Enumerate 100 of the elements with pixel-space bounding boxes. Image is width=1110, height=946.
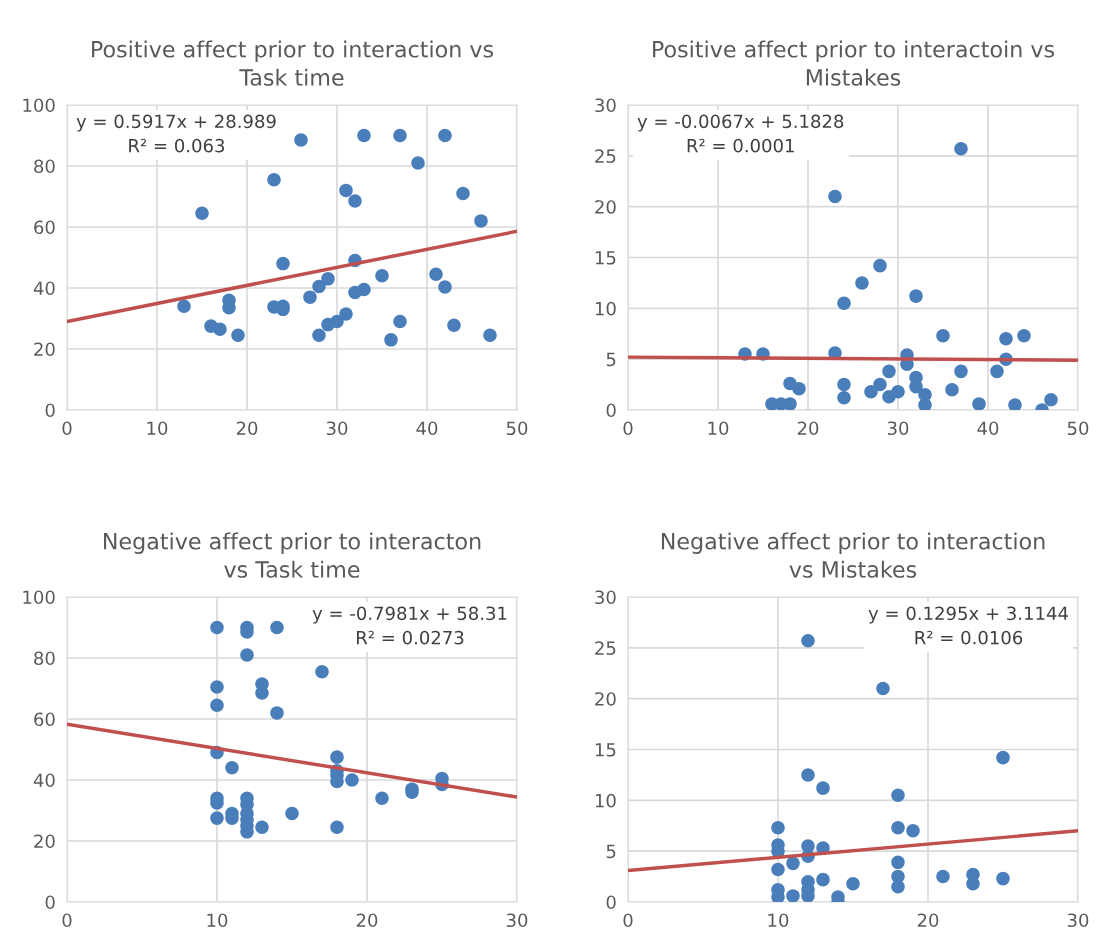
y-tick-label: 100	[23, 590, 55, 605]
chart-title: Positive affect prior to interactoin vs Mistakes	[653, 40, 1055, 86]
point	[303, 290, 317, 304]
point	[816, 781, 830, 795]
chart-title: Negative affect prior to interaction vs Mistakes	[661, 532, 1045, 578]
y-tick-label: 25	[595, 149, 616, 163]
point	[786, 856, 800, 871]
point	[891, 855, 905, 870]
point	[384, 333, 398, 347]
y-tick-label: 10	[595, 301, 616, 316]
y-tick-label: 20	[595, 692, 616, 706]
point	[891, 384, 905, 399]
point	[315, 664, 329, 679]
x-tick-label: 30	[326, 421, 348, 436]
point	[345, 773, 359, 787]
point	[447, 318, 461, 332]
y-tick-label: 5	[606, 844, 616, 859]
point	[1044, 393, 1058, 407]
point	[375, 791, 389, 806]
point	[873, 258, 887, 273]
y-tick-label: 60	[34, 220, 55, 235]
point	[210, 811, 224, 825]
point	[876, 681, 890, 696]
point	[909, 289, 923, 303]
point	[945, 382, 959, 397]
x-tick-label: 10	[207, 913, 228, 928]
x-tick-label: 0	[62, 913, 72, 928]
point	[210, 680, 224, 694]
point	[330, 820, 344, 835]
point	[786, 889, 800, 902]
point	[837, 296, 851, 311]
x-tick-label: 30	[887, 421, 909, 436]
point	[1008, 398, 1022, 410]
x-tick-label: 10	[768, 913, 789, 928]
point	[456, 186, 470, 201]
y-tick-label: 30	[595, 590, 616, 605]
y-tick-label: 15	[595, 743, 616, 757]
point	[783, 397, 797, 410]
annotation: y = 0.5917x + 28.989 R² = 0.063	[76, 114, 276, 153]
point	[255, 686, 269, 700]
point	[891, 821, 905, 835]
point	[348, 194, 362, 208]
point	[474, 214, 488, 228]
x-tick-label: 0	[623, 913, 633, 928]
y-tick-label: 20	[34, 342, 55, 357]
chart-title: Positive affect prior to interaction vs Task time	[92, 40, 494, 86]
point	[771, 862, 785, 877]
y-tick-label: 15	[595, 251, 616, 265]
point	[267, 172, 281, 187]
y-tick-label: 10	[595, 793, 616, 808]
point	[972, 397, 986, 410]
x-tick-label: 20	[356, 913, 378, 928]
point	[231, 328, 245, 343]
point	[918, 398, 932, 410]
point	[270, 620, 284, 635]
annotation: y = 0.1295x + 3.1144 R² = 0.0106	[868, 606, 1068, 645]
point	[270, 706, 284, 720]
point	[801, 633, 815, 648]
point	[339, 183, 353, 198]
point	[882, 364, 896, 379]
point	[801, 768, 815, 782]
point	[285, 806, 299, 821]
y-tick-label: 60	[34, 712, 55, 727]
point	[837, 377, 851, 392]
point	[864, 384, 878, 399]
point	[213, 322, 227, 336]
point	[891, 879, 905, 894]
y-tick-label: 100	[23, 98, 55, 113]
chart-title: Negative affect prior to interacton vs Task time	[104, 532, 481, 578]
point	[990, 364, 1004, 379]
x-tick-label: 50	[1067, 421, 1089, 436]
point	[771, 821, 785, 835]
x-tick-label: 50	[506, 421, 528, 436]
point	[792, 381, 806, 396]
point	[936, 869, 950, 884]
y-tick-label: 20	[595, 200, 616, 214]
y-tick-label: 80	[34, 651, 55, 666]
point	[891, 788, 905, 803]
point	[999, 332, 1013, 346]
point	[210, 620, 224, 635]
y-tick-label: 40	[33, 281, 55, 296]
point	[177, 299, 191, 314]
x-tick-label: 40	[977, 421, 999, 436]
point	[837, 391, 851, 405]
point	[996, 750, 1010, 765]
point	[855, 276, 869, 290]
point	[411, 156, 425, 170]
point	[393, 128, 407, 143]
x-tick-label: 0	[62, 421, 72, 436]
point	[483, 328, 497, 343]
y-tick-label: 80	[34, 159, 55, 174]
point	[339, 307, 353, 321]
point	[828, 189, 842, 204]
point	[225, 761, 239, 775]
x-tick-label: 20	[797, 421, 819, 436]
point	[330, 314, 344, 329]
point	[195, 206, 209, 221]
point	[255, 820, 269, 835]
point	[294, 133, 308, 147]
point	[330, 750, 344, 764]
